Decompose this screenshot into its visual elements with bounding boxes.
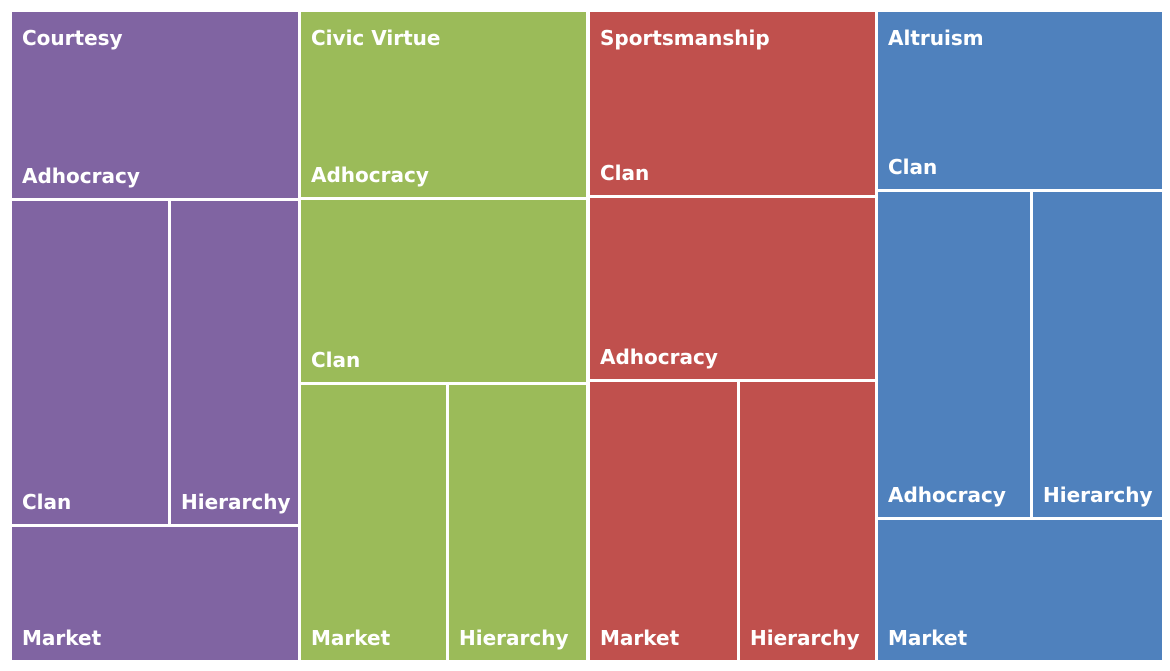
- tile-label: Clan: [311, 348, 361, 372]
- tile-label: Market: [888, 626, 968, 650]
- tile-civic-virtue-hierarchy: Hierarchy: [449, 385, 586, 660]
- tile-label: Adhocracy: [311, 163, 429, 187]
- tile-civic-virtue-market: Market: [301, 385, 446, 660]
- tile-label: Adhocracy: [22, 164, 140, 188]
- tile-civic-virtue-adhocracy: Civic Virtue Adhocracy: [301, 12, 586, 197]
- tile-courtesy-clan: Clan: [12, 201, 168, 524]
- tile-altruism-market: Market: [878, 520, 1162, 660]
- tile-label: Hierarchy: [459, 626, 569, 650]
- tile-label: Hierarchy: [181, 490, 291, 514]
- tile-sportsmanship-market: Market: [590, 382, 737, 660]
- tile-label: Adhocracy: [888, 483, 1006, 507]
- tile-civic-virtue-clan: Clan: [301, 200, 586, 382]
- tile-altruism-clan: Altruism Clan: [878, 12, 1162, 189]
- tile-label: Market: [600, 626, 680, 650]
- tile-label: Market: [311, 626, 391, 650]
- tile-altruism-adhocracy: Adhocracy: [878, 192, 1030, 517]
- tile-label: Clan: [22, 490, 72, 514]
- tile-label: Market: [22, 626, 102, 650]
- tile-label: Clan: [600, 161, 650, 185]
- tile-label: Hierarchy: [750, 626, 860, 650]
- tile-sportsmanship-clan: Sportsmanship Clan: [590, 12, 875, 195]
- group-title-sportsmanship: Sportsmanship: [600, 26, 770, 50]
- tile-courtesy-adhocracy: Courtesy Adhocracy: [12, 12, 298, 198]
- group-title-altruism: Altruism: [888, 26, 984, 50]
- tile-label: Adhocracy: [600, 345, 718, 369]
- tile-label: Clan: [888, 155, 938, 179]
- tile-courtesy-market: Market: [12, 527, 298, 660]
- tile-sportsmanship-hierarchy: Hierarchy: [740, 382, 875, 660]
- tile-altruism-hierarchy: Hierarchy: [1033, 192, 1162, 517]
- tile-label: Hierarchy: [1043, 483, 1153, 507]
- group-title-courtesy: Courtesy: [22, 26, 123, 50]
- tile-sportsmanship-adhocracy: Adhocracy: [590, 198, 875, 379]
- group-title-civic-virtue: Civic Virtue: [311, 26, 441, 50]
- tile-courtesy-hierarchy: Hierarchy: [171, 201, 298, 524]
